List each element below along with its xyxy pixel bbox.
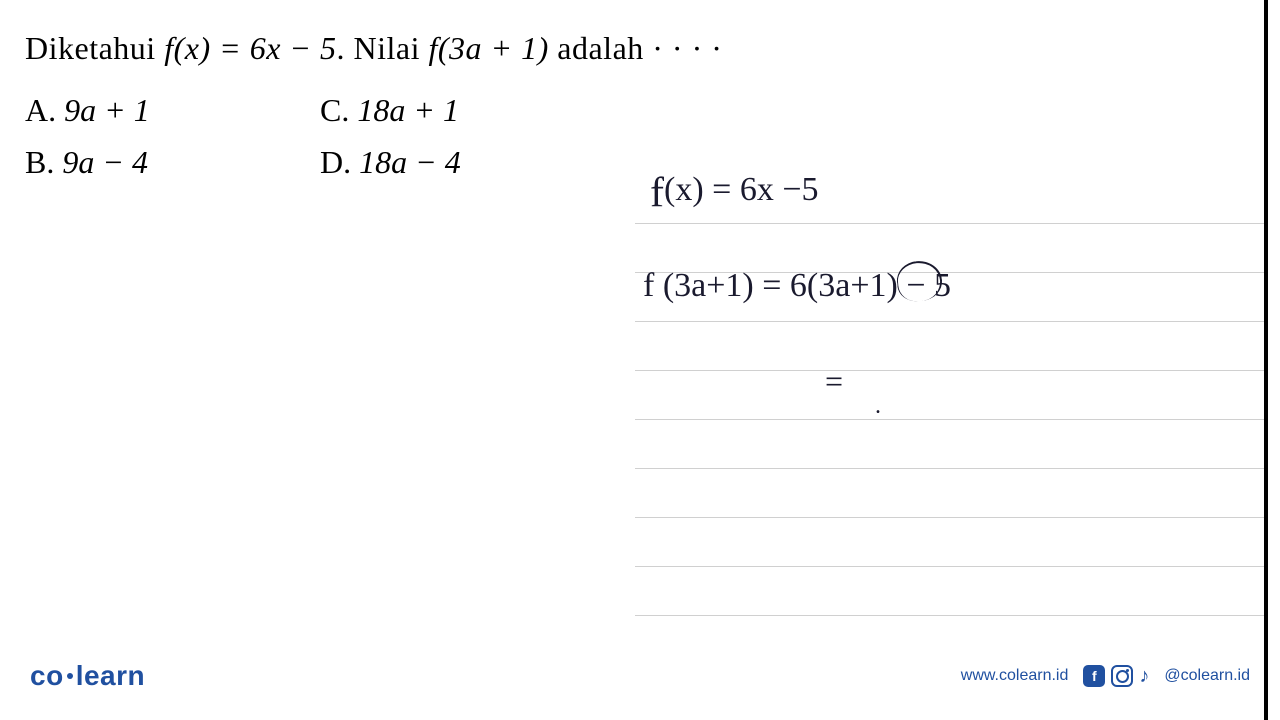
ruled-line-6: [635, 420, 1265, 469]
footer-right: www.colearn.id f ♪ @colearn.id: [961, 665, 1250, 688]
ruled-line-3: f (3a+1) = 6(3a+1) − 5: [635, 273, 1265, 322]
question-prefix: Diketahui: [25, 30, 164, 66]
website-link[interactable]: www.colearn.id: [961, 667, 1069, 685]
option-d-label: D.: [320, 144, 351, 180]
option-d-value: 18a − 4: [359, 144, 461, 180]
handwriting-equals: =: [825, 363, 843, 400]
handwriting-dot: .: [875, 393, 881, 420]
option-c[interactable]: C. 18a + 1: [320, 92, 459, 129]
colearn-logo: colearn: [30, 660, 145, 692]
option-b[interactable]: B. 9a − 4: [25, 144, 320, 181]
footer: colearn www.colearn.id f ♪ @colearn.id: [0, 660, 1280, 692]
function-evaluation: f(3a + 1): [428, 30, 548, 66]
ruled-line-9: [635, 567, 1265, 616]
option-a-label: A.: [25, 92, 56, 128]
option-a[interactable]: A. 9a + 1: [25, 92, 320, 129]
facebook-icon[interactable]: f: [1083, 665, 1105, 687]
instagram-icon[interactable]: [1111, 665, 1133, 687]
social-icons: f ♪: [1083, 665, 1149, 688]
logo-co-text: co: [30, 660, 64, 691]
right-border-decoration: [1264, 0, 1268, 720]
logo-learn-text: learn: [76, 660, 145, 691]
social-handle[interactable]: @colearn.id: [1164, 667, 1250, 685]
ruled-line-1: f(x) = 6x −5: [635, 175, 1265, 224]
options-row-1: A. 9a + 1 C. 18a + 1: [25, 92, 1255, 129]
option-d[interactable]: D. 18a − 4: [320, 144, 461, 181]
option-c-value: 18a + 1: [357, 92, 459, 128]
handwriting-line-1: f(x) = 6x −5: [650, 163, 819, 211]
option-a-value: 9a + 1: [64, 92, 150, 128]
option-b-label: B.: [25, 144, 54, 180]
function-definition: f(x) = 6x − 5: [164, 30, 336, 66]
ruled-line-2: [635, 224, 1265, 273]
question-text: Diketahui f(x) = 6x − 5. Nilai f(3a + 1)…: [25, 30, 1255, 67]
ruled-line-7: [635, 469, 1265, 518]
option-b-value: 9a − 4: [62, 144, 148, 180]
ruled-line-8: [635, 518, 1265, 567]
ruled-line-4: [635, 322, 1265, 371]
question-middle: . Nilai: [336, 30, 428, 66]
tiktok-icon[interactable]: ♪: [1139, 665, 1149, 688]
logo-dot-icon: [67, 673, 73, 679]
ruled-line-5: = .: [635, 371, 1265, 420]
option-c-label: C.: [320, 92, 349, 128]
notepad-area: f(x) = 6x −5 f (3a+1) = 6(3a+1) − 5 = .: [635, 175, 1265, 616]
question-suffix: adalah · · · ·: [549, 30, 723, 66]
